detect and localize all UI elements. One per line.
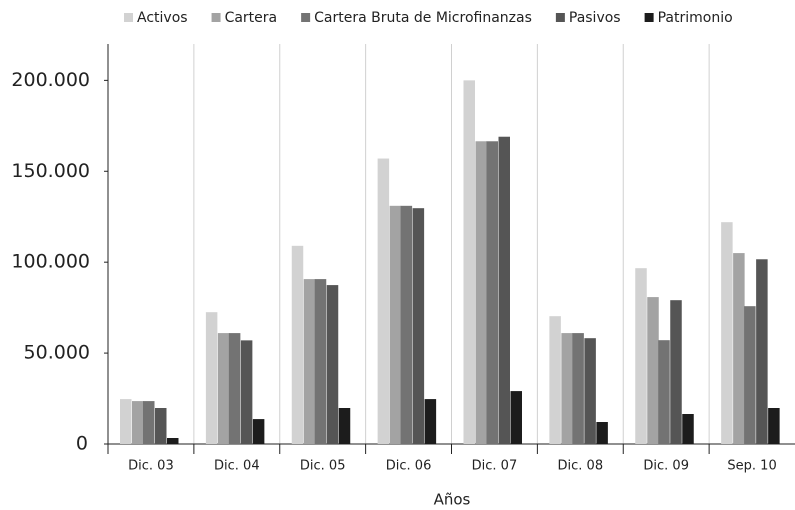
- bar: [635, 268, 647, 444]
- bar: [252, 419, 265, 444]
- legend-label: Activos: [137, 10, 188, 26]
- bar: [228, 333, 241, 444]
- bar: [584, 338, 596, 444]
- x-axis-label: Años: [434, 491, 471, 509]
- x-tick-label: Sep. 10: [727, 459, 776, 474]
- y-tick-label: 0: [76, 433, 88, 455]
- bar: [377, 158, 390, 444]
- x-tick-label: Dic. 08: [558, 459, 604, 474]
- bar: [291, 245, 304, 444]
- bar: [721, 222, 733, 444]
- bar: [389, 205, 402, 444]
- bar: [682, 414, 694, 444]
- y-tick-label: 50.000: [24, 342, 90, 364]
- bar: [338, 408, 351, 444]
- bar: [733, 253, 745, 444]
- bar: [205, 312, 218, 444]
- x-tick-label: Dic. 07: [472, 459, 518, 474]
- bar: [549, 316, 561, 444]
- bar: [658, 340, 670, 444]
- legend-swatch: [644, 13, 654, 22]
- bar: [400, 205, 413, 444]
- bar: [132, 401, 144, 444]
- bar: [240, 340, 253, 444]
- bar: [463, 80, 475, 444]
- legend-label: Cartera Bruta de Microfinanzas: [314, 10, 532, 26]
- y-tick-label: 200.000: [11, 69, 90, 91]
- bar: [217, 333, 230, 444]
- x-tick-label: Dic. 04: [214, 459, 260, 474]
- legend-swatch: [555, 13, 565, 22]
- x-tick-label: Dic. 05: [300, 459, 346, 474]
- legend-label: Cartera: [225, 10, 278, 26]
- bar: [120, 399, 132, 444]
- bar: [326, 285, 339, 444]
- legend-swatch: [124, 13, 133, 22]
- bar: [155, 408, 167, 444]
- bar: [561, 333, 573, 444]
- legend-label: Patrimonio: [658, 10, 733, 26]
- bar: [424, 399, 437, 444]
- x-tick-label: Dic. 03: [128, 459, 174, 474]
- bar: [412, 208, 425, 444]
- x-tick-label: Dic. 09: [643, 459, 689, 474]
- bar: [498, 136, 510, 444]
- bar: [167, 438, 179, 444]
- bar: [143, 401, 155, 444]
- bar: [486, 141, 498, 445]
- y-tick-label: 150.000: [11, 160, 90, 182]
- bar: [744, 306, 756, 444]
- bar: [475, 141, 487, 445]
- bar: [303, 279, 316, 444]
- legend-label: Pasivos: [569, 10, 621, 26]
- legend-swatch: [301, 13, 311, 22]
- bar: [768, 408, 780, 444]
- legend-swatch: [211, 13, 221, 22]
- bar: [647, 297, 659, 444]
- bar: [670, 300, 682, 444]
- bar: [572, 333, 584, 444]
- bar: [596, 422, 608, 444]
- bar: [510, 391, 522, 444]
- bar: [756, 259, 768, 444]
- x-tick-label: Dic. 06: [386, 459, 432, 474]
- bar: [314, 279, 327, 444]
- y-tick-label: 100.000: [11, 251, 90, 273]
